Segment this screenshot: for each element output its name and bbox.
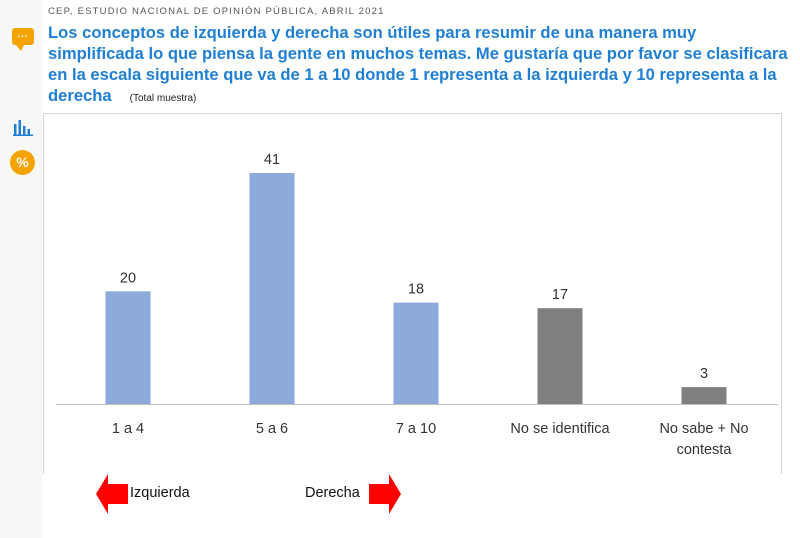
category-label-1: 5 a 6: [256, 421, 288, 437]
category-label-4: No sabe + No contesta: [659, 421, 748, 458]
percent-icon[interactable]: %: [10, 150, 35, 175]
bar-0: [105, 291, 151, 404]
bar-chart: 20 1 a 4 41 5 a 6 18 7 a 10 17 No se identifica…: [56, 152, 778, 458]
data-label-2: 18: [408, 282, 424, 298]
bar-4: [681, 387, 727, 404]
left-toolbar: ... %: [0, 0, 42, 538]
legend-strip: [43, 474, 800, 538]
legend-right-label: Derecha: [305, 485, 360, 501]
question-text: Los conceptos de izquierda y derecha son…: [48, 23, 788, 105]
legend-derecha: Derecha: [305, 474, 415, 514]
legend-izquierda: Izquierda: [96, 474, 206, 514]
speech-bubble-icon: ...: [12, 28, 34, 51]
source-header: CEP, ESTUDIO NACIONAL DE OPINIÓN PÚBLICA…: [48, 6, 385, 17]
data-label-4: 3: [700, 366, 708, 382]
left-arrow-icon: [96, 474, 128, 514]
category-label-3: No se identifica: [510, 421, 610, 437]
question-title: Los conceptos de izquierda y derecha son…: [48, 22, 788, 109]
bar-1: [249, 173, 295, 404]
data-label-1: 41: [264, 152, 280, 168]
bar-chart-icon[interactable]: [13, 118, 33, 136]
sample-subtitle: (Total muestra): [129, 93, 197, 104]
legend-left-label: Izquierda: [130, 485, 190, 501]
category-label-0: 1 a 4: [112, 421, 144, 437]
data-label-3: 17: [552, 287, 568, 303]
speech-dots: ...: [17, 29, 29, 40]
bar-3: [537, 308, 583, 404]
data-label-0: 20: [120, 270, 136, 286]
bar-2: [393, 302, 439, 404]
category-label-2: 7 a 10: [396, 421, 436, 437]
right-arrow-icon: [369, 474, 401, 514]
